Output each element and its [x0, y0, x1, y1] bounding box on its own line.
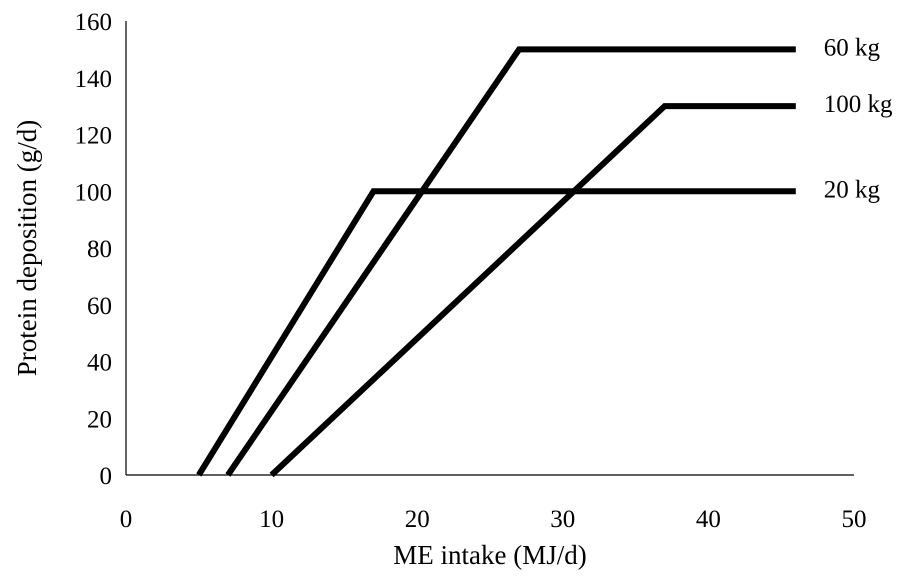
x-tick-label: 30	[550, 506, 575, 533]
y-tick-label: 40	[87, 350, 112, 377]
x-tick-label: 10	[259, 506, 284, 533]
y-tick-label: 140	[75, 66, 113, 93]
y-axis-title: Protein deposition (g/d)	[12, 120, 42, 376]
y-tick-label: 120	[75, 123, 113, 150]
series-line-20-kg	[196, 188, 796, 477]
x-axis-title: ME intake (MJ/d)	[393, 540, 586, 570]
plot-axes	[125, 21, 854, 476]
y-tick-label: 60	[87, 293, 112, 320]
y-tick-label: 100	[75, 179, 113, 206]
series-lines	[196, 46, 796, 478]
y-tick-label: 20	[87, 406, 112, 433]
series-label-60-kg: 60 kg	[824, 34, 881, 61]
x-tick-label: 40	[696, 506, 721, 533]
y-tick-labels: 0 20 40 60 80 100 120 140 160	[75, 9, 113, 490]
x-tick-label: 0	[120, 506, 133, 533]
x-tick-labels: 0 10 20 30 40 50	[120, 506, 867, 533]
x-tick-label: 20	[405, 506, 430, 533]
series-line-60-kg	[225, 46, 796, 477]
series-labels: 60 kg 100 kg 20 kg	[824, 34, 893, 203]
y-tick-label: 160	[75, 9, 113, 36]
y-tick-label: 0	[100, 463, 113, 490]
series-line-100-kg	[269, 103, 796, 478]
y-tick-label: 80	[87, 236, 112, 263]
series-label-20-kg: 20 kg	[824, 176, 881, 203]
series-label-100-kg: 100 kg	[824, 91, 893, 118]
x-tick-label: 50	[842, 506, 867, 533]
